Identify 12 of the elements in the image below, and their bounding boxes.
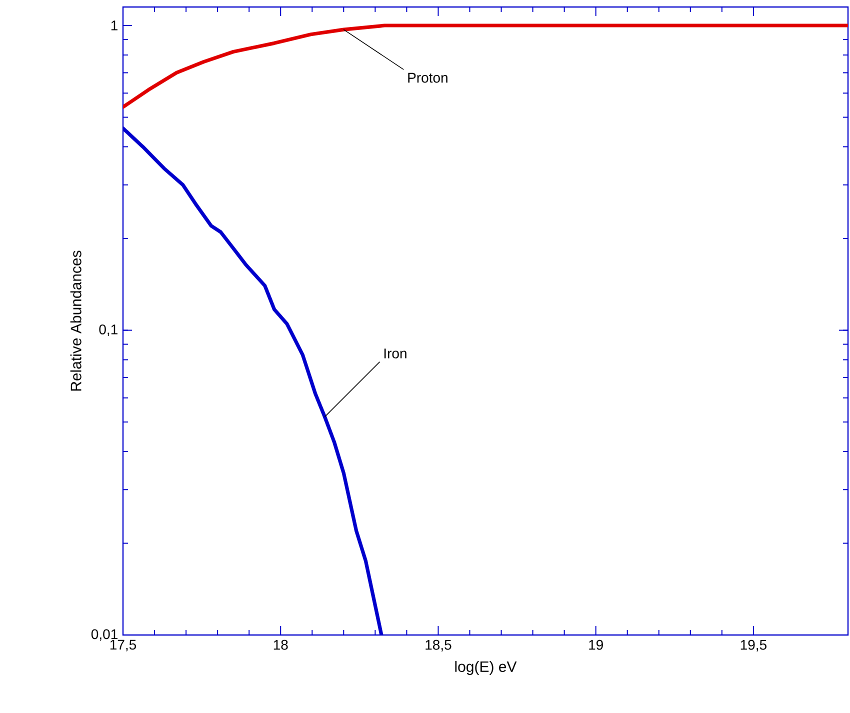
x-tick-label: 18,5 <box>426 640 452 652</box>
y-tick-label: 0,1 <box>99 324 118 336</box>
annotation: Proton <box>408 72 448 83</box>
y-tick-label: 1 <box>111 20 118 30</box>
x-tick-label: 19,5 <box>740 640 766 652</box>
annotation: Iron <box>384 348 406 358</box>
x-tick-label: 17,5 <box>110 640 136 652</box>
x-tick-label: 19 <box>589 640 603 650</box>
x-axis-title: log(E) eV <box>455 660 517 675</box>
x-tick-label: 18 <box>274 640 288 650</box>
y-axis-title: Relative Abundances <box>70 250 82 391</box>
y-tick-label: 0,01 <box>91 629 118 641</box>
